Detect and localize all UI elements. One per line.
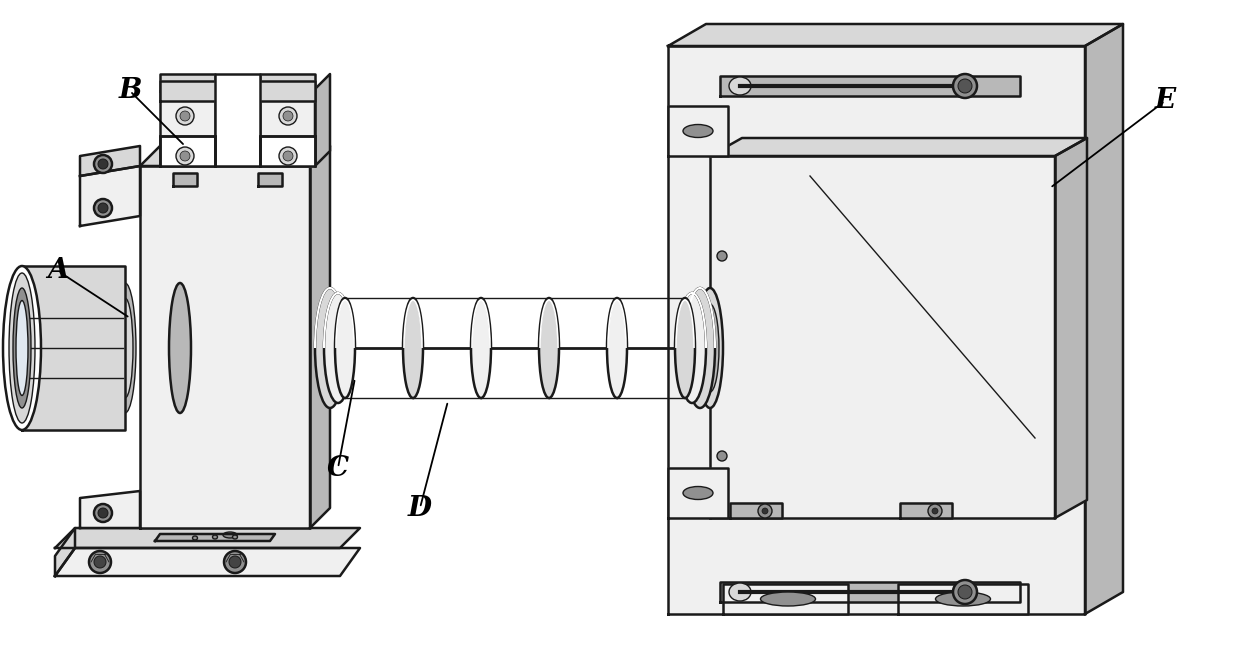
- Ellipse shape: [683, 487, 713, 499]
- Text: C: C: [327, 455, 350, 482]
- Polygon shape: [55, 548, 360, 576]
- Circle shape: [224, 551, 246, 573]
- Polygon shape: [711, 156, 1055, 518]
- Ellipse shape: [16, 300, 29, 396]
- Polygon shape: [140, 146, 330, 166]
- Polygon shape: [260, 91, 315, 166]
- Ellipse shape: [760, 592, 816, 606]
- Polygon shape: [155, 534, 275, 541]
- Circle shape: [94, 504, 112, 522]
- Circle shape: [94, 155, 112, 173]
- Circle shape: [758, 504, 773, 518]
- Ellipse shape: [608, 298, 627, 398]
- Circle shape: [98, 159, 108, 169]
- Polygon shape: [81, 146, 140, 176]
- Circle shape: [959, 585, 972, 599]
- Polygon shape: [668, 468, 728, 518]
- Polygon shape: [1085, 24, 1123, 614]
- Ellipse shape: [9, 273, 35, 423]
- Ellipse shape: [315, 288, 345, 408]
- Polygon shape: [260, 136, 315, 166]
- Circle shape: [954, 580, 977, 604]
- Polygon shape: [668, 24, 1123, 46]
- Circle shape: [94, 199, 112, 217]
- Polygon shape: [668, 46, 1085, 614]
- Circle shape: [98, 203, 108, 213]
- Text: A: A: [47, 258, 68, 285]
- Circle shape: [717, 251, 727, 261]
- Ellipse shape: [192, 536, 197, 540]
- Polygon shape: [315, 74, 330, 166]
- Circle shape: [176, 107, 193, 125]
- Polygon shape: [711, 138, 1087, 156]
- Ellipse shape: [403, 298, 423, 398]
- Circle shape: [959, 79, 972, 93]
- Circle shape: [94, 556, 105, 568]
- Ellipse shape: [697, 288, 723, 408]
- Circle shape: [717, 451, 727, 461]
- Ellipse shape: [701, 304, 719, 392]
- Circle shape: [229, 556, 241, 568]
- Polygon shape: [723, 584, 848, 614]
- Ellipse shape: [212, 535, 217, 539]
- Text: B: B: [118, 77, 141, 104]
- Ellipse shape: [471, 298, 491, 398]
- Ellipse shape: [169, 283, 191, 413]
- Ellipse shape: [2, 266, 41, 430]
- Ellipse shape: [539, 298, 559, 398]
- Polygon shape: [160, 91, 215, 166]
- Circle shape: [283, 111, 293, 121]
- Polygon shape: [310, 146, 330, 528]
- Circle shape: [928, 504, 942, 518]
- Ellipse shape: [114, 283, 136, 413]
- Circle shape: [932, 508, 937, 514]
- Ellipse shape: [729, 583, 751, 601]
- Circle shape: [89, 551, 112, 573]
- Ellipse shape: [117, 298, 133, 398]
- Circle shape: [283, 151, 293, 161]
- Ellipse shape: [675, 298, 694, 398]
- Polygon shape: [258, 173, 281, 186]
- Polygon shape: [55, 528, 360, 548]
- Polygon shape: [22, 266, 125, 430]
- Polygon shape: [1055, 138, 1087, 518]
- Polygon shape: [720, 76, 1021, 96]
- Circle shape: [279, 147, 298, 165]
- Polygon shape: [900, 503, 952, 518]
- Polygon shape: [81, 166, 140, 226]
- Circle shape: [176, 147, 193, 165]
- Ellipse shape: [935, 592, 991, 606]
- Polygon shape: [898, 584, 1028, 614]
- Circle shape: [180, 151, 190, 161]
- Ellipse shape: [678, 293, 706, 403]
- Polygon shape: [720, 582, 1021, 602]
- Ellipse shape: [684, 288, 715, 408]
- Text: D: D: [408, 495, 432, 522]
- Polygon shape: [668, 106, 728, 156]
- Polygon shape: [730, 503, 782, 518]
- Ellipse shape: [324, 293, 352, 403]
- Polygon shape: [160, 136, 215, 166]
- Polygon shape: [160, 74, 215, 91]
- Polygon shape: [174, 173, 197, 186]
- Circle shape: [180, 111, 190, 121]
- Circle shape: [954, 74, 977, 98]
- Circle shape: [98, 508, 108, 518]
- Polygon shape: [55, 528, 74, 576]
- Circle shape: [763, 508, 768, 514]
- Polygon shape: [215, 74, 260, 166]
- Polygon shape: [260, 74, 315, 91]
- Ellipse shape: [683, 125, 713, 138]
- Ellipse shape: [335, 298, 355, 398]
- Ellipse shape: [729, 77, 751, 95]
- Ellipse shape: [223, 532, 237, 538]
- Polygon shape: [160, 81, 315, 101]
- Text: E: E: [1154, 87, 1176, 115]
- Polygon shape: [81, 491, 140, 528]
- Ellipse shape: [12, 288, 31, 408]
- Circle shape: [279, 107, 298, 125]
- Polygon shape: [140, 166, 310, 528]
- Ellipse shape: [233, 535, 238, 539]
